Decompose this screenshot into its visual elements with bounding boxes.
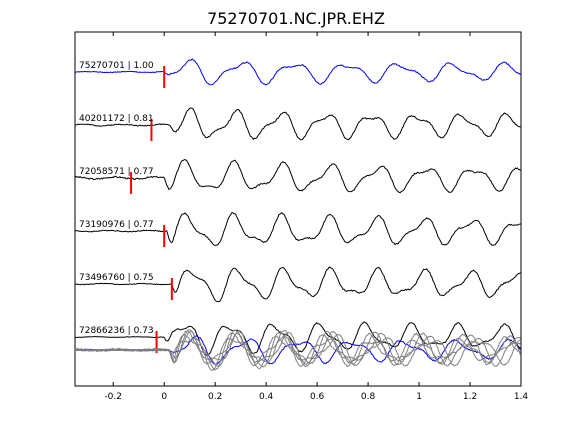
trace-line: [74, 211, 521, 246]
overlay-trace-line: [75, 332, 521, 371]
x-tick-label: 0.6: [310, 392, 325, 402]
x-tick-label: 1.2: [463, 392, 477, 402]
trace-label: 73190976 | 0.77: [79, 220, 154, 230]
trace-line: [74, 158, 521, 194]
trace-label: 75270701 | 1.00: [79, 61, 154, 71]
trace-label: 72058571 | 0.77: [79, 167, 154, 177]
x-tick-label: 0.4: [259, 392, 274, 402]
traces-layer: 75270701 | 1.00 40201172 | 0.81 72058571 |…: [74, 58, 521, 357]
stacked-overlay: [74, 329, 521, 371]
trace-label: 72866236 | 0.73: [79, 326, 154, 336]
x-tick-label: -0.2: [104, 392, 122, 402]
chart-title: 75270701.NC.JPR.EHZ: [207, 9, 385, 28]
x-tick-label: 1.4: [514, 392, 529, 402]
trace-line: [74, 107, 521, 141]
x-tick-label: 0.2: [208, 392, 222, 402]
trace-line: [75, 58, 521, 86]
x-axis: -0.2 0 0.2 0.4 0.6 0.8 1 1.2 1.4: [104, 32, 528, 402]
plot-frame: [74, 31, 522, 387]
trace-label: 73496760 | 0.75: [79, 273, 154, 283]
x-tick-label: 0.8: [361, 392, 376, 402]
x-tick-label: 0: [161, 392, 167, 402]
x-tick-label: 1: [416, 392, 422, 402]
trace-line: [74, 266, 521, 303]
trace-label: 40201172 | 0.81: [79, 114, 154, 124]
overlay-trace-line: [74, 329, 521, 367]
